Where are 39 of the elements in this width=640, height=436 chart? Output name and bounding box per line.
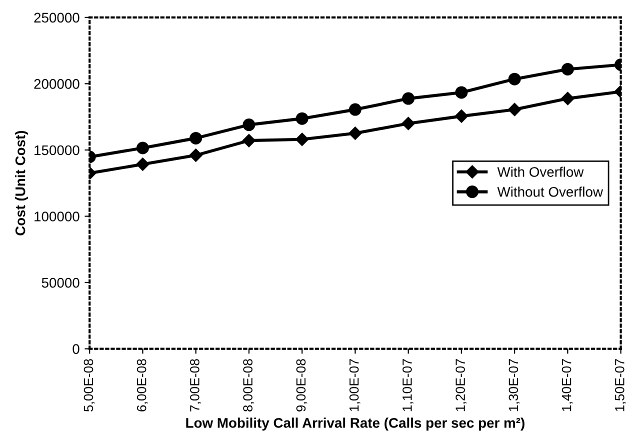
point xyxy=(136,142,149,154)
x-tick-label: 6,00E-08 xyxy=(136,359,148,412)
point xyxy=(402,116,415,130)
point xyxy=(242,134,256,148)
point xyxy=(402,92,415,105)
point xyxy=(190,132,202,144)
point xyxy=(455,86,468,99)
x-tick-label: 1,10E-07 xyxy=(402,359,414,412)
x-tick-label: 1,50E-07 xyxy=(615,359,626,412)
point xyxy=(561,92,574,106)
point xyxy=(561,63,574,76)
x-tick-label: 1,30E-07 xyxy=(508,359,520,412)
point xyxy=(136,158,150,171)
x-tick-label: 1,00E-07 xyxy=(349,359,360,412)
y-tick-label: 100000 xyxy=(34,212,80,222)
x-tick-label: 5,00E-08 xyxy=(84,359,95,412)
y-tick-label: 200000 xyxy=(34,79,80,89)
x-tick-label: 1,40E-07 xyxy=(562,359,573,412)
y-tick-label: 250000 xyxy=(34,12,80,23)
point xyxy=(242,118,256,132)
y-tick-label: 150000 xyxy=(34,145,80,156)
y-axis-title: Cost (Unit Cost) xyxy=(15,130,28,236)
y-tick-label: 50000 xyxy=(42,278,80,288)
x-tick-label: 8,00E-08 xyxy=(243,359,254,412)
x-tick-label: 9,00E-08 xyxy=(296,359,308,412)
legend-label: Without Overflow xyxy=(497,186,604,197)
y-tick-label: 0 xyxy=(72,344,80,354)
point xyxy=(296,112,308,125)
legend-label: With Overflow xyxy=(497,166,584,177)
point xyxy=(348,126,362,140)
point xyxy=(295,132,309,146)
x-tick-label: 1,20E-07 xyxy=(456,359,467,412)
x-axis-title: Low Mobility Call Arrival Rate (Calls per sec per m²) xyxy=(186,418,524,431)
point xyxy=(508,102,522,116)
point xyxy=(348,103,362,116)
point xyxy=(189,148,202,162)
point xyxy=(454,110,468,123)
point xyxy=(508,72,521,86)
x-tick-label: 7,00E-08 xyxy=(190,359,201,412)
